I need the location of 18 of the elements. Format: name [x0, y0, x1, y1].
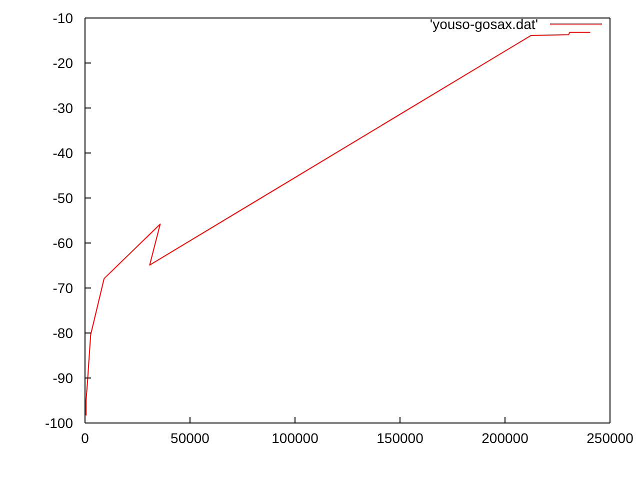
- x-tick-label: 0: [81, 430, 90, 446]
- x-tick-label: 100000: [272, 430, 319, 446]
- x-tick-label: 50000: [170, 430, 210, 446]
- line-series: [86, 32, 591, 416]
- y-tick-label: -50: [52, 190, 74, 206]
- y-tick-label: -10: [52, 10, 74, 26]
- y-tick-label: -70: [52, 280, 74, 296]
- y-tick-label: -80: [52, 324, 74, 341]
- x-tick-label: 150000: [376, 430, 424, 446]
- y-tick-label: -30: [52, 100, 74, 116]
- y-tick-label: -20: [52, 54, 74, 71]
- y-tick-label: -40: [52, 144, 74, 161]
- y-tick-label: -60: [52, 234, 74, 251]
- x-tick-label: 200000: [482, 430, 529, 446]
- y-tick-label: -100: [44, 414, 74, 431]
- legend-label: 'youso-gosax.dat': [430, 16, 538, 32]
- y-tick-label: -90: [52, 370, 74, 386]
- x-tick-label: 250000: [586, 430, 634, 446]
